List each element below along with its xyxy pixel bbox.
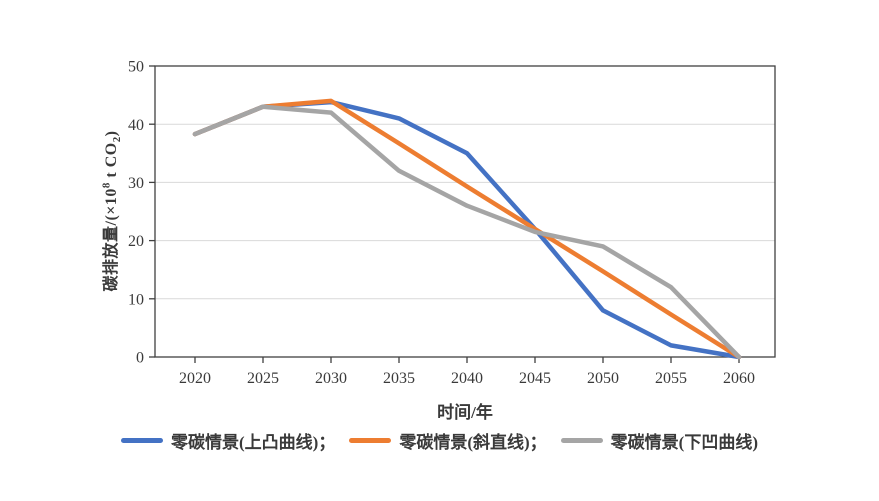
y-tick-label-40: 40 (128, 117, 144, 134)
y-axis-title-subscript: 2 (111, 136, 124, 143)
legend-swatch-0 (121, 438, 163, 443)
legend-item-1: 零碳情景(斜直线)； (349, 428, 547, 453)
y-tick-label-10: 10 (128, 291, 144, 308)
y-axis-title-superscript: 8 (100, 182, 113, 189)
x-tick-label-2055: 2055 (655, 370, 687, 387)
x-tick-label-2020: 2020 (179, 370, 211, 387)
x-tick-label-2040: 2040 (451, 370, 483, 387)
legend-item-2: 零碳情景(下凹曲线) (560, 428, 758, 453)
series-line-2 (192, 104, 742, 360)
legend-label-1: 零碳情景(斜直线)； (399, 433, 547, 452)
legend-label-2: 零碳情景(下凹曲线) (610, 433, 758, 452)
x-axis-title: 时间/年 (437, 403, 493, 422)
y-tick-label-30: 30 (128, 175, 144, 192)
series-line-1 (192, 98, 742, 360)
plot-border (154, 65, 776, 358)
y-tick-label-0: 0 (136, 350, 144, 367)
legend-swatch-1 (349, 438, 392, 443)
legend-item-0: 零碳情景(上凸曲线)； (121, 428, 335, 453)
x-tick-label-2025: 2025 (247, 370, 279, 387)
y-tick-label-20: 20 (128, 233, 144, 250)
series-line-0 (192, 99, 742, 360)
legend-swatch-2 (560, 438, 603, 443)
x-tick-label-2060: 2060 (723, 370, 755, 387)
y-axis-title-suffix: ) (102, 130, 120, 137)
y-axis-title-mid: t CO (102, 142, 120, 183)
x-tick-label-2030: 2030 (315, 370, 347, 387)
x-tick-label-2045: 2045 (519, 370, 551, 387)
chart-legend: 零碳情景(上凸曲线)； 零碳情景(斜直线)； 零碳情景(下凹曲线) (0, 428, 879, 453)
x-tick-label-2035: 2035 (383, 370, 415, 387)
legend-label-0: 零碳情景(上凸曲线)； (171, 433, 336, 452)
y-axis-title-prefix: 碳排放量/(×10 (102, 188, 120, 292)
y-axis-title: 碳排放量/(×108 t CO2) (97, 130, 124, 292)
x-tick-label-2050: 2050 (587, 370, 619, 387)
y-tick-label-50: 50 (128, 59, 144, 76)
